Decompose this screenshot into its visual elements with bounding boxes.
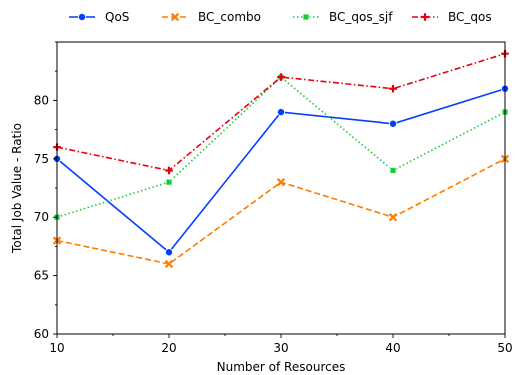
y-axis-label: Total Job Value - Ratio xyxy=(10,123,24,254)
series-QoS xyxy=(53,84,509,257)
x-tick-label: 50 xyxy=(497,341,512,355)
y-tick-label: 70 xyxy=(34,210,49,224)
x-tick-label: 10 xyxy=(49,341,64,355)
data-point-BC_combo-40 xyxy=(388,213,398,222)
legend-label: BC_combo xyxy=(198,10,261,24)
legend-marker xyxy=(302,13,310,21)
data-point-QoS-30 xyxy=(276,108,285,117)
data-point-BC_qos-30 xyxy=(277,73,285,81)
legend-label: BC_qos xyxy=(448,10,492,24)
series-line-BC_qos_sjf xyxy=(56,75,506,218)
data-point-BC_qos-20 xyxy=(165,166,173,175)
legend-item-BC_qos: BC_qos xyxy=(412,10,492,24)
x-tick-label: 40 xyxy=(385,341,400,355)
legend-label: BC_qos_sjf xyxy=(329,10,393,24)
data-point-QoS-20 xyxy=(164,248,173,257)
y-tick-label: 65 xyxy=(34,269,49,283)
y-tick-label: 75 xyxy=(34,152,49,166)
legend-marker xyxy=(78,12,87,21)
x-axis-label: Number of Resources xyxy=(217,360,346,374)
legend-label: QoS xyxy=(105,10,129,24)
series-line-BC_combo xyxy=(56,158,506,265)
series-BC_qos_sjf xyxy=(53,73,509,221)
legend-item-BC_qos_sjf: BC_qos_sjf xyxy=(293,10,393,24)
x-tick-label: 20 xyxy=(161,341,176,355)
x-axis: 10 20 30 40 50 xyxy=(49,334,513,355)
legend-marker xyxy=(421,13,429,21)
legend-item-BC_combo: BC_combo xyxy=(162,10,261,24)
legend: QoS BC_combo BC_qos_sjf BC_qos xyxy=(69,10,492,24)
y-tick-label: 80 xyxy=(34,93,49,107)
series-line-BC_qos xyxy=(56,52,506,172)
plot-area: 10 20 30 40 50 60 65 70 75 80 xyxy=(34,41,513,355)
legend-item-QoS: QoS xyxy=(69,10,129,24)
series-BC_combo xyxy=(52,154,510,269)
data-point-BC_combo-30 xyxy=(276,177,286,187)
y-tick-label: 60 xyxy=(34,327,49,341)
data-point-BC_qos_sjf-40 xyxy=(389,167,397,174)
y-axis: 60 65 70 75 80 xyxy=(34,41,57,341)
data-point-BC_qos-40 xyxy=(389,84,397,93)
data-point-BC_combo-20 xyxy=(164,259,174,269)
legend-marker xyxy=(170,12,180,22)
data-point-QoS-40 xyxy=(388,119,397,128)
series-layer xyxy=(52,49,510,269)
data-point-BC_qos_sjf-20 xyxy=(165,178,173,186)
plot-frame xyxy=(56,41,506,335)
x-tick-label: 30 xyxy=(273,341,288,355)
